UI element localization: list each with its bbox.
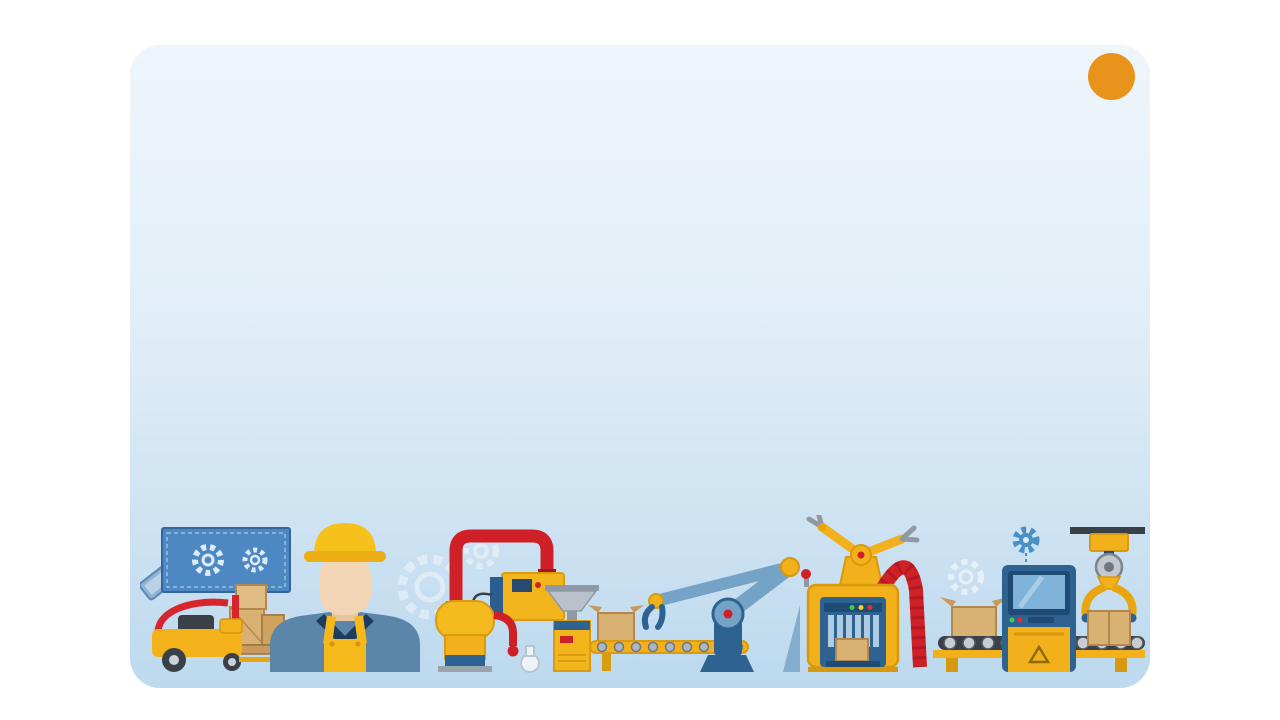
philippine-pmi-bar-chart bbox=[140, 390, 1115, 530]
asean-pmi-line-chart bbox=[630, 140, 1140, 395]
conveyor-robot-icon bbox=[588, 557, 800, 672]
forklift-icon bbox=[152, 595, 275, 672]
factory-illustration bbox=[140, 515, 1145, 673]
output-line-icon bbox=[933, 526, 1145, 672]
tank-icon bbox=[435, 600, 540, 673]
press-machine-icon bbox=[783, 515, 927, 672]
infographic-card bbox=[130, 45, 1150, 688]
hopper-machine-icon bbox=[545, 585, 599, 672]
worker-icon bbox=[270, 523, 420, 672]
pipe-machine-icon bbox=[446, 529, 565, 641]
businessworld-logo bbox=[1088, 53, 1135, 100]
blueprint-icon bbox=[140, 527, 291, 601]
